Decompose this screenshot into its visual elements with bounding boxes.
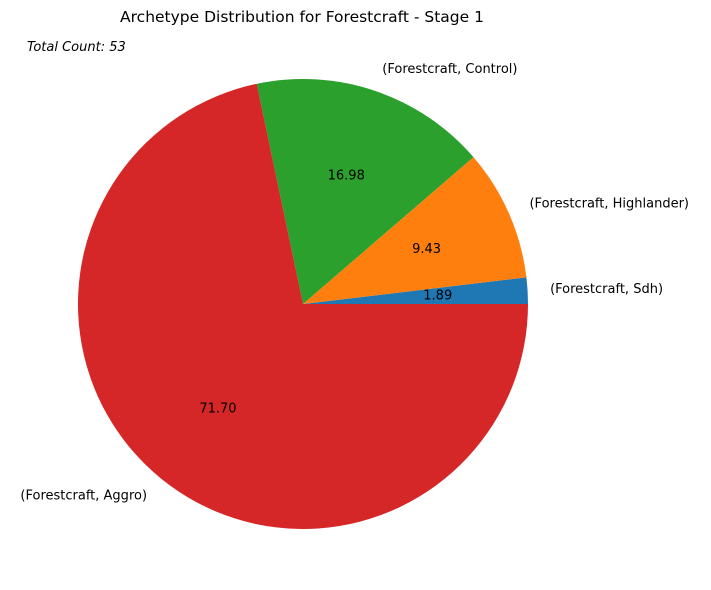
slice-category-label-1: (Forestcraft, Highlander) bbox=[529, 197, 689, 212]
slice-value-label-2: 16.98 bbox=[328, 169, 365, 184]
pie-slice-1 bbox=[303, 157, 527, 304]
slice-category-label-0: (Forestcraft, Sdh) bbox=[550, 282, 663, 297]
pie-slice-3 bbox=[78, 83, 528, 529]
slice-value-label-0: 1.89 bbox=[423, 288, 452, 303]
total-count-annotation: Total Count: 53 bbox=[27, 40, 126, 55]
pie-slice-2 bbox=[256, 79, 474, 305]
slice-value-label-3: 71.70 bbox=[199, 401, 236, 416]
slice-value-label-1: 9.43 bbox=[412, 242, 441, 257]
slice-category-label-3: (Forestcraft, Aggro) bbox=[20, 489, 147, 504]
chart-title: Archetype Distribution for Forestcraft -… bbox=[120, 8, 484, 26]
slice-category-label-2: (Forestcraft, Control) bbox=[382, 62, 517, 77]
pie-slice-0 bbox=[303, 277, 528, 304]
